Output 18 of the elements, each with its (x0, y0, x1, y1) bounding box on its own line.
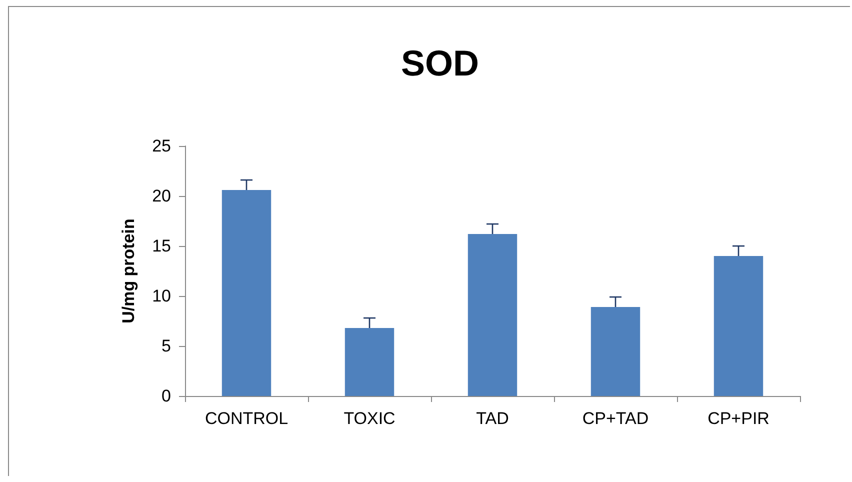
x-tick-label: CP+TAD (582, 409, 649, 428)
y-tick-label: 10 (152, 286, 171, 306)
y-tick-label: 5 (162, 336, 171, 356)
bar (468, 234, 518, 396)
chart-title: SOD (400, 42, 480, 84)
x-tick-label: CP+PIR (708, 409, 770, 428)
x-tick-label: CONTROL (204, 409, 288, 428)
bar (344, 328, 394, 396)
bar (714, 256, 764, 396)
y-tick-label: 15 (152, 236, 171, 256)
bar (590, 307, 640, 396)
bar (222, 190, 272, 396)
x-tick-label: TOXIC (344, 409, 396, 428)
y-tick-label: 0 (162, 386, 171, 406)
y-axis-title: U/mg protein (119, 218, 138, 324)
y-tick-label: 20 (152, 186, 171, 206)
x-tick-label: TAD (476, 409, 509, 428)
y-tick-label: 25 (152, 136, 171, 156)
